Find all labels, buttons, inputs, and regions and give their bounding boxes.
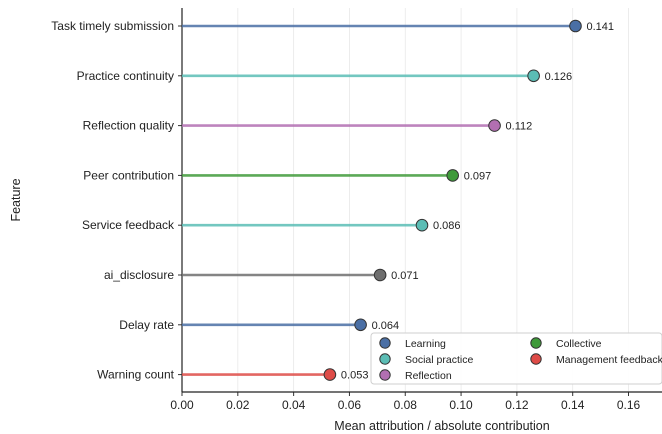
point [354,318,367,332]
legend-marker [530,337,542,349]
value-label: 0.064 [372,320,400,332]
x-tick-label: 0.12 [505,398,529,412]
feature-label: Peer contribution [83,168,174,182]
x-tick-label: 0.08 [394,398,418,412]
legend-label: Learning [405,338,446,350]
x-tick-label: 0.10 [449,398,473,412]
legend-label: Collective [556,338,602,350]
legend-label: Reflection [405,370,452,382]
legend-marker [530,353,542,365]
legend-label: Social practice [405,354,473,366]
legend-label: Management feedback [556,354,662,366]
legend-marker [379,369,391,381]
feature-label: Reflection quality [83,119,174,133]
value-label: 0.097 [464,170,492,182]
value-label: 0.112 [506,121,533,133]
value-label: 0.126 [545,71,573,83]
legend-marker [379,337,391,349]
point [446,169,459,182]
point [527,69,540,83]
axes: 0.00 0.02 0.04 0.06 0.08 0.10 0.12 0.14 0.16 Task… [51,8,662,412]
value-label: 0.071 [391,270,419,282]
feature-label: Delay rate [119,318,174,332]
point [488,119,501,132]
x-tick-label: 0.04 [282,398,306,412]
value-label: 0.053 [341,370,369,382]
x-tick-label: 0.16 [617,398,641,412]
value-label: 0.141 [586,21,614,33]
x-tick-label: 0.14 [561,398,585,412]
legend-marker [379,353,391,365]
point [323,368,337,381]
point [569,19,582,33]
x-axis-label: Mean attribution / absolute contribution [334,419,549,433]
legend: Learning Collective Social practice Managem… [370,332,662,385]
y-axis-label: Feature [9,178,23,221]
feature-label: Warning count [97,368,175,382]
feature-label: ai_disclosure [104,268,174,282]
x-tick-label: 0.02 [226,398,250,412]
point [415,218,429,232]
point [373,268,387,282]
grid-lines [237,8,629,392]
value-label: 0.086 [433,220,461,232]
x-tick-label: 0.06 [338,398,362,412]
feature-label: Practice continuity [77,69,174,83]
x-tick-label: 0.00 [170,398,194,412]
lollipop-marks: 0.141 0.126 0.112 0.097 0.086 0.071 0.064 0.053 [182,19,614,382]
feature-label: Task timely submission [51,19,174,33]
legend-box [370,332,662,385]
feature-label: Service feedback [82,218,175,232]
